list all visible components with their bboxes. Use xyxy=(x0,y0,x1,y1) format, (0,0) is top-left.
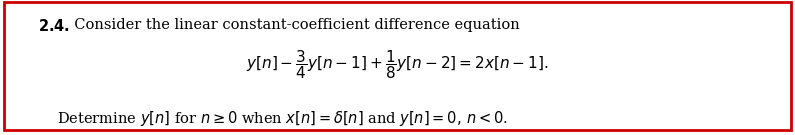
Text: Determine $y[n]$ for $n \geq 0$ when $x[n] = \delta[n]$ and $y[n] = 0,\, n < 0$.: Determine $y[n]$ for $n \geq 0$ when $x[… xyxy=(57,109,508,128)
Text: Consider the linear constant-coefficient difference equation: Consider the linear constant-coefficient… xyxy=(65,18,520,32)
Text: $\mathbf{2.4.}$: $\mathbf{2.4.}$ xyxy=(38,18,70,34)
Text: $y[n] - \dfrac{3}{4}y[n-1] + \dfrac{1}{8}y[n-2] = 2x[n-1].$: $y[n] - \dfrac{3}{4}y[n-1] + \dfrac{1}{8… xyxy=(246,48,549,81)
